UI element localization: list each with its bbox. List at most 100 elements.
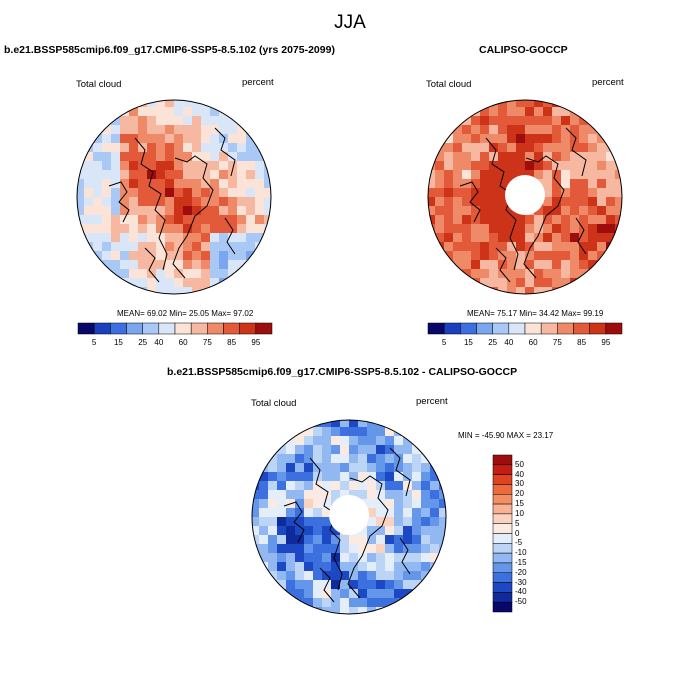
- colorbar-tick-label: 95: [251, 338, 261, 347]
- map-cell: [246, 197, 256, 207]
- colorbar-segment: [207, 322, 224, 335]
- map-cell: [255, 206, 265, 216]
- map-cell: [376, 517, 386, 527]
- map-cell: [430, 526, 440, 536]
- map-cell: [471, 215, 481, 225]
- map-cell: [201, 206, 211, 216]
- map-cell: [444, 170, 454, 180]
- map-cell: [259, 490, 269, 500]
- map-cell: [421, 517, 431, 527]
- map-cell: [210, 107, 220, 117]
- colorbar-tick-label: 10: [515, 508, 524, 518]
- map-cell: [430, 499, 440, 509]
- map-cell: [570, 152, 580, 162]
- map-cell: [507, 170, 517, 180]
- map-cell: [102, 260, 112, 270]
- map-cell: [435, 161, 445, 171]
- map-cell: [165, 215, 175, 225]
- map-cell: [394, 526, 404, 536]
- map-cell: [421, 481, 431, 491]
- map-cell: [129, 143, 139, 153]
- map-cell: [462, 242, 472, 252]
- map-cell: [552, 224, 562, 234]
- map-cell: [84, 206, 94, 216]
- map-cell: [561, 197, 571, 207]
- map-cell: [435, 206, 445, 216]
- map-cell: [183, 161, 193, 171]
- map-cell: [588, 251, 598, 261]
- colorbar-segment: [573, 322, 590, 335]
- map-cell: [606, 197, 616, 207]
- map-cell: [385, 481, 395, 491]
- map-cell: [286, 571, 296, 581]
- map-cell: [84, 170, 94, 180]
- map-cell: [304, 562, 314, 572]
- map-cell: [525, 161, 535, 171]
- map-cell: [237, 197, 247, 207]
- map-cell: [268, 472, 278, 482]
- map-cell: [358, 454, 368, 464]
- map-cell: [439, 517, 446, 527]
- map-cell: [471, 161, 481, 171]
- map-cell: [394, 454, 404, 464]
- map-cell: [471, 170, 481, 180]
- map-cell: [367, 580, 377, 590]
- map-cell: [165, 134, 175, 144]
- map-cell: [579, 197, 589, 207]
- map-cell: [543, 287, 553, 294]
- map-cell: [534, 161, 544, 171]
- colorbar-segment: [540, 322, 558, 335]
- panel-3-stats: MIN = -45.90 MAX = 23.17: [458, 431, 554, 440]
- map-cell: [219, 143, 229, 153]
- map-cell: [246, 170, 256, 180]
- map-cell: [192, 233, 202, 243]
- map-cell: [156, 242, 166, 252]
- map-cell: [376, 436, 386, 446]
- map-cell: [340, 580, 350, 590]
- map-cell: [376, 445, 386, 455]
- map-cell: [588, 152, 598, 162]
- map-cell: [394, 490, 404, 500]
- colorbar-segment: [239, 322, 257, 335]
- map-cell: [525, 116, 535, 126]
- map-cell: [331, 436, 341, 446]
- map-cell: [376, 535, 386, 545]
- map-cell: [561, 269, 571, 279]
- map-cell: [430, 544, 440, 554]
- map-cell: [322, 571, 332, 581]
- map-cell: [331, 553, 341, 563]
- map-cell: [385, 420, 395, 428]
- map-cell: [471, 188, 481, 198]
- map-cell: [102, 170, 112, 180]
- map-cell: [304, 526, 314, 536]
- map-cell: [489, 278, 499, 288]
- map-cell: [579, 161, 589, 171]
- map-cell: [138, 269, 148, 279]
- map-cell: [237, 170, 247, 180]
- coastline: [575, 217, 587, 255]
- map-cell: [246, 242, 256, 252]
- map-cell: [534, 107, 544, 117]
- colorbar-segment: [557, 322, 574, 335]
- map-cell: [579, 260, 589, 270]
- coastline: [523, 155, 565, 279]
- map-cell: [435, 170, 445, 180]
- map-cell: [331, 535, 341, 545]
- map-cell: [129, 116, 139, 126]
- map-cell: [138, 170, 148, 180]
- map-cell: [516, 224, 526, 234]
- map-cell: [331, 454, 341, 464]
- map-cell: [93, 197, 103, 207]
- map-cell: [246, 260, 256, 270]
- map-cell: [255, 242, 265, 252]
- map-cell: [358, 598, 368, 608]
- map-cell: [77, 206, 85, 216]
- figure-title: JJA: [334, 12, 366, 33]
- map-cell: [444, 161, 454, 171]
- map-cell: [120, 134, 130, 144]
- colorbar-tick-label: 5: [91, 338, 97, 347]
- map-cell: [84, 224, 94, 234]
- colorbar-segment: [492, 454, 513, 466]
- map-cell: [421, 454, 431, 464]
- map-cell: [570, 233, 580, 243]
